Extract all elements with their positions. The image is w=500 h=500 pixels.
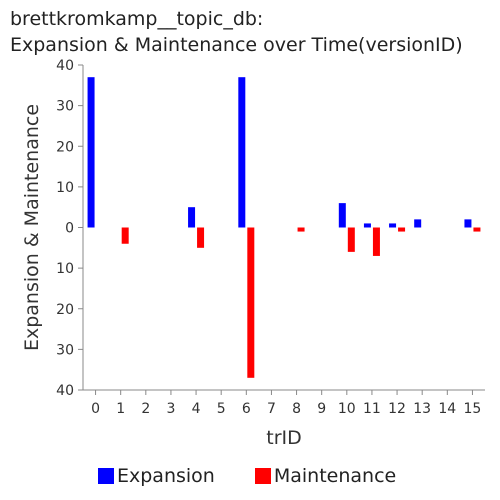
x-tick-label: 12 bbox=[388, 401, 406, 417]
bar-maintenance-8 bbox=[297, 227, 305, 232]
x-tick-label: 8 bbox=[292, 401, 301, 417]
x-tick-label: 10 bbox=[338, 401, 356, 417]
x-tick-label: 14 bbox=[438, 401, 456, 417]
x-tick-label: 0 bbox=[91, 401, 100, 417]
bar-maintenance-6 bbox=[247, 227, 255, 378]
bar-expansion-11 bbox=[363, 223, 371, 228]
y-tick-label: 20 bbox=[56, 139, 74, 155]
y-axis-label: Expansion & Maintenance bbox=[21, 104, 43, 351]
y-tick-label: 30 bbox=[56, 342, 74, 358]
bar-maintenance-11 bbox=[372, 227, 380, 256]
x-tick-label: 2 bbox=[141, 401, 150, 417]
bar-maintenance-1 bbox=[121, 227, 129, 244]
legend-label-expansion: Expansion bbox=[117, 465, 215, 487]
x-axis-label: trID bbox=[266, 427, 302, 449]
bar-maintenance-10 bbox=[347, 227, 355, 252]
x-tick-label: 9 bbox=[317, 401, 326, 417]
bar-expansion-0 bbox=[87, 77, 95, 228]
legend-swatch-expansion bbox=[98, 468, 114, 484]
y-tick-label: 40 bbox=[56, 58, 74, 74]
y-tick-label: 30 bbox=[56, 99, 74, 115]
y-tick-label: 10 bbox=[56, 180, 74, 196]
x-tick-label: 7 bbox=[267, 401, 276, 417]
x-tick-label: 11 bbox=[363, 401, 381, 417]
bar-expansion-10 bbox=[338, 203, 346, 228]
legend-item-expansion: Expansion bbox=[98, 465, 215, 487]
bar-maintenance-12 bbox=[398, 227, 406, 232]
bar-maintenance-4 bbox=[197, 227, 205, 248]
chart-title-line-2: Expansion & Maintenance over Time(versio… bbox=[10, 34, 463, 56]
bar-expansion-12 bbox=[389, 223, 397, 228]
bar-expansion-6 bbox=[238, 77, 246, 228]
bar-expansion-15 bbox=[464, 219, 472, 228]
y-tick-label: 10 bbox=[56, 261, 74, 277]
legend: Expansion Maintenance bbox=[98, 465, 436, 487]
chart-title-line-1: brettkromkamp__topic_db: bbox=[10, 8, 264, 30]
bar-maintenance-15 bbox=[473, 227, 481, 232]
y-tick-label: 40 bbox=[56, 383, 74, 399]
x-tick-label: 1 bbox=[116, 401, 125, 417]
legend-swatch-maintenance bbox=[254, 468, 271, 484]
bar-expansion-4 bbox=[188, 207, 196, 228]
x-tick-label: 6 bbox=[242, 401, 251, 417]
legend-item-maintenance: Maintenance bbox=[254, 465, 397, 487]
bar-expansion-13 bbox=[414, 219, 422, 228]
x-tick-label: 4 bbox=[192, 401, 201, 417]
x-tick-label: 3 bbox=[166, 401, 175, 417]
y-tick-label: 20 bbox=[56, 302, 74, 318]
y-tick-label: 0 bbox=[65, 221, 74, 237]
x-tick-label: 5 bbox=[217, 401, 226, 417]
x-tick-label: 15 bbox=[464, 401, 482, 417]
chart-title: brettkromkamp__topic_db: Expansion & Mai… bbox=[10, 6, 463, 58]
legend-label-maintenance: Maintenance bbox=[273, 465, 397, 487]
x-tick-label: 13 bbox=[413, 401, 431, 417]
